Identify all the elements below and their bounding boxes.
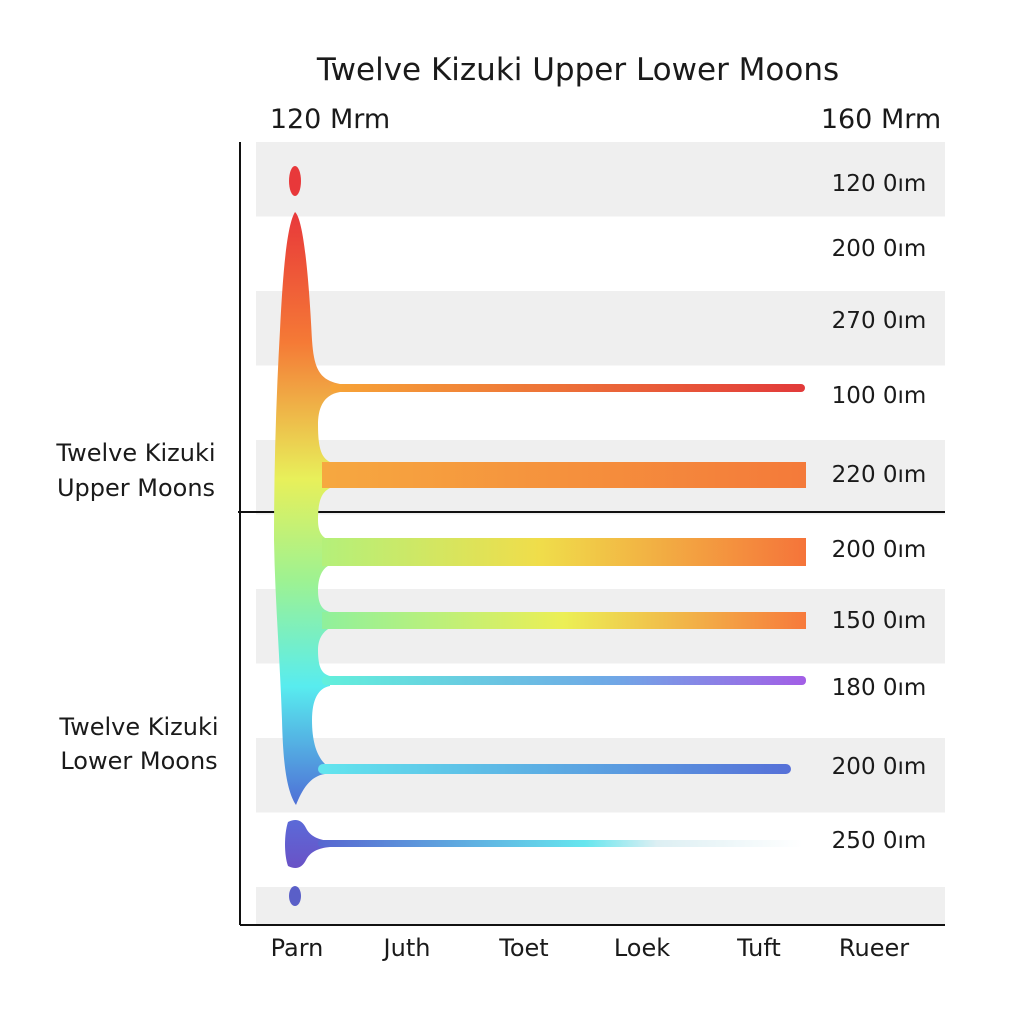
trunk-shape — [274, 212, 340, 805]
row-value-label: 100 0ım — [832, 383, 927, 409]
flow-branch — [322, 612, 806, 629]
row-band — [256, 738, 945, 813]
chart-title: Twelve Kizuki Upper Lower Moons — [316, 52, 839, 88]
top-right-label: 160 Mrm — [821, 104, 941, 135]
top-left-label: 120 Mrm — [270, 104, 390, 135]
row-band — [256, 142, 945, 217]
row-band — [256, 291, 945, 366]
row-value-label: 220 0ım — [832, 462, 927, 488]
flow-branch — [322, 462, 806, 488]
row-band — [256, 887, 945, 925]
bottom-bulb — [285, 820, 330, 868]
flow-branch — [322, 538, 806, 566]
group-label: Twelve Kizuki Lower Moons — [58, 713, 218, 775]
x-tick-label: Juth — [382, 934, 431, 962]
top-droplet — [289, 166, 301, 196]
row-value-label: 200 0ım — [832, 537, 927, 563]
row-value-label: 120 0ım — [832, 171, 927, 197]
row-bands — [256, 142, 945, 925]
x-tick-label: Toet — [498, 934, 548, 962]
row-value-label: 180 0ım — [832, 675, 927, 701]
flow-branch — [330, 384, 805, 392]
row-value-label: 200 0ım — [832, 754, 927, 780]
row-value-labels: 120 0ım 200 0ım 270 0ım 100 0ım 220 0ım 200 0… — [832, 171, 927, 854]
group-labels: Twelve Kizuki Upper Moons Twelve Kizuki Low… — [55, 439, 218, 775]
flow-shapes — [274, 166, 806, 906]
x-tick-label: Parn — [271, 934, 324, 962]
x-tick-label: Loek — [614, 934, 670, 962]
x-axis-tick-labels: Parn Juth Toet Loek Tuft Rueer — [271, 934, 910, 962]
flow-branch — [322, 676, 806, 685]
x-tick-label: Rueer — [839, 934, 909, 962]
group-label: Twelve Kizuki Upper Moons — [55, 439, 215, 502]
flow-branch — [318, 764, 791, 774]
row-value-label: 250 0ım — [832, 828, 927, 854]
row-value-label: 150 0ım — [832, 608, 927, 634]
flow-branch — [318, 840, 803, 847]
x-tick-label: Tuft — [736, 934, 781, 962]
bottom-droplet — [289, 886, 301, 906]
row-value-label: 200 0ım — [832, 236, 927, 262]
row-value-label: 270 0ım — [832, 308, 927, 334]
